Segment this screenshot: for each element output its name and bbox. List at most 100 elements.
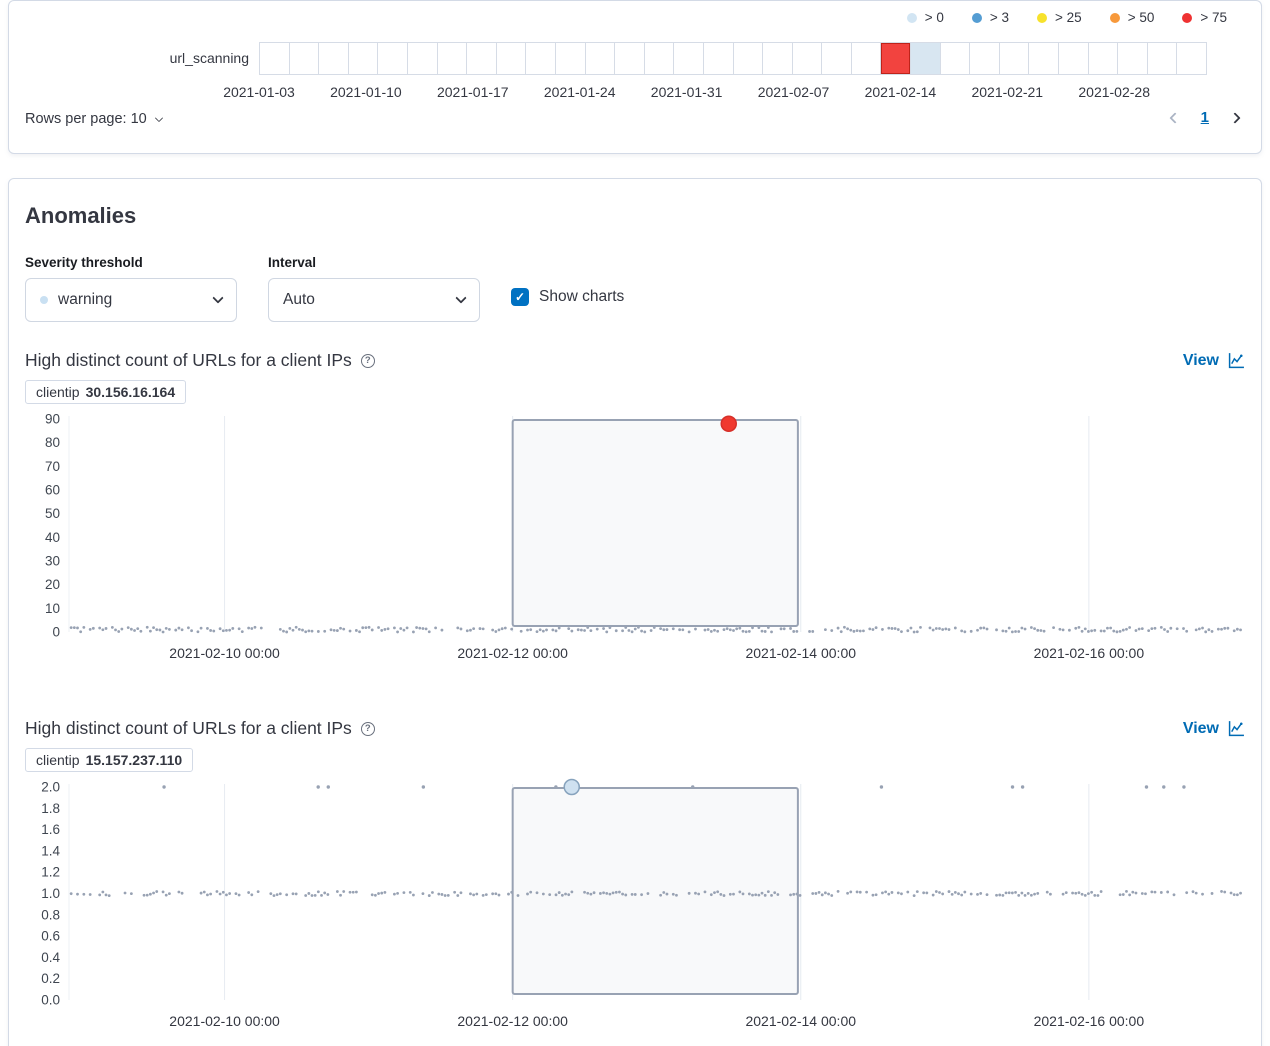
swimlane-cell[interactable] bbox=[586, 43, 616, 74]
swimlane-cell[interactable] bbox=[497, 43, 527, 74]
controls-row: Severity threshold warning Interval Auto… bbox=[25, 255, 1245, 322]
svg-text:2021-02-14 00:00: 2021-02-14 00:00 bbox=[745, 645, 856, 661]
svg-text:40: 40 bbox=[45, 530, 60, 545]
interval-select[interactable]: Auto bbox=[268, 278, 480, 322]
swimlane-cell[interactable] bbox=[1148, 43, 1178, 74]
svg-text:0.6: 0.6 bbox=[41, 929, 60, 944]
chevron-down-icon bbox=[154, 113, 163, 122]
swimlane-cell[interactable] bbox=[615, 43, 645, 74]
swimlane-cell[interactable] bbox=[438, 43, 468, 74]
swimlane-cell[interactable] bbox=[556, 43, 586, 74]
swimlane-axis-label: 2021-02-07 bbox=[757, 84, 830, 100]
swimlane-cell[interactable] bbox=[822, 43, 852, 74]
svg-text:2021-02-16 00:00: 2021-02-16 00:00 bbox=[1034, 645, 1145, 661]
help-icon[interactable]: ? bbox=[360, 353, 375, 368]
svg-text:0.0: 0.0 bbox=[41, 993, 60, 1008]
svg-text:0.8: 0.8 bbox=[41, 907, 60, 922]
swimlane-axis-label: 2021-02-14 bbox=[864, 84, 937, 100]
swimlane-cell[interactable] bbox=[319, 43, 349, 74]
svg-text:2021-02-10 00:00: 2021-02-10 00:00 bbox=[169, 645, 280, 661]
legend-dot-icon bbox=[971, 12, 982, 23]
legend-dot-icon bbox=[1109, 12, 1120, 23]
swimlane-cell[interactable] bbox=[349, 43, 379, 74]
swimlane-cell[interactable] bbox=[763, 43, 793, 74]
chevron-down-icon bbox=[212, 292, 224, 304]
swimlane-cell[interactable] bbox=[1177, 43, 1206, 74]
rows-per-page-button[interactable]: Rows per page: 10 bbox=[25, 111, 163, 127]
chart-title-text: High distinct count of URLs for a client… bbox=[25, 718, 352, 738]
interval-label: Interval bbox=[268, 255, 317, 270]
pagination: 1 bbox=[1168, 109, 1241, 126]
chart-section: High distinct count of URLs for a client… bbox=[25, 350, 1245, 664]
svg-text:0.2: 0.2 bbox=[41, 971, 60, 986]
svg-text:1.8: 1.8 bbox=[41, 801, 60, 816]
chart-title-text: High distinct count of URLs for a client… bbox=[25, 350, 352, 370]
swimlane-cell[interactable] bbox=[704, 43, 734, 74]
chart-line-icon bbox=[1228, 721, 1244, 737]
swimlane-cell[interactable] bbox=[1089, 43, 1119, 74]
swimlane-cell[interactable] bbox=[911, 43, 941, 74]
legend-label: > 0 bbox=[924, 10, 944, 25]
anomaly-chart-1[interactable]: 2021-02-10 00:00 2021-02-12 00:00 2021-02-… bbox=[25, 778, 1247, 1032]
anomaly-chart-0[interactable]: 2021-02-10 00:00 2021-02-12 00:00 2021-02-… bbox=[25, 412, 1247, 664]
svg-text:1.6: 1.6 bbox=[41, 822, 60, 837]
chevron-left-icon[interactable] bbox=[1168, 111, 1181, 124]
swimlane-cell[interactable] bbox=[941, 43, 971, 74]
swimlane-cell[interactable] bbox=[1029, 43, 1060, 74]
swimlane-cell[interactable] bbox=[378, 43, 408, 74]
svg-text:2021-02-10 00:00: 2021-02-10 00:00 bbox=[169, 1013, 280, 1029]
swimlane-cell[interactable] bbox=[1118, 43, 1148, 74]
swimlane-cell[interactable] bbox=[970, 43, 1000, 74]
swimlane-cell[interactable] bbox=[408, 43, 438, 74]
swimlane-axis-label: 2021-01-24 bbox=[543, 84, 616, 100]
legend-label: > 75 bbox=[1200, 10, 1227, 25]
anomalies-title: Anomalies bbox=[25, 203, 137, 228]
view-label: View bbox=[1182, 719, 1219, 737]
swimlane-cell[interactable] bbox=[290, 43, 320, 74]
svg-text:2021-02-16 00:00: 2021-02-16 00:00 bbox=[1034, 1013, 1145, 1029]
swimlane-cell[interactable] bbox=[881, 43, 912, 74]
view-button[interactable]: View bbox=[1183, 352, 1245, 370]
swimlane-axis: 2021-01-03 2021-01-10 2021-01-17 2021-01-24… bbox=[223, 84, 1207, 102]
swimlane-cell[interactable] bbox=[852, 43, 882, 74]
swimlane-cell[interactable] bbox=[1059, 43, 1089, 74]
swimlane-cell[interactable] bbox=[1000, 43, 1030, 74]
checkbox-check-icon: ✓ bbox=[511, 288, 529, 306]
chart-line-icon bbox=[1228, 353, 1244, 369]
swimlane-row-label: url_scanning bbox=[169, 50, 249, 66]
badge-value: 15.157.237.110 bbox=[85, 752, 183, 768]
legend-item: > 0 bbox=[906, 10, 944, 25]
swimlane-axis-label: 2021-02-21 bbox=[971, 84, 1044, 100]
view-button[interactable]: View bbox=[1183, 720, 1245, 738]
svg-text:2021-02-12 00:00: 2021-02-12 00:00 bbox=[457, 1013, 568, 1029]
severity-select[interactable]: warning bbox=[25, 278, 237, 322]
swimlane-cell[interactable] bbox=[674, 43, 704, 74]
legend-label: > 25 bbox=[1055, 10, 1082, 25]
swimlane-cell[interactable] bbox=[793, 43, 823, 74]
badge-field: clientip bbox=[36, 752, 80, 768]
swimlane-cell[interactable] bbox=[260, 43, 290, 74]
view-label: View bbox=[1182, 351, 1219, 369]
chevron-right-icon[interactable] bbox=[1229, 111, 1241, 124]
svg-text:90: 90 bbox=[45, 412, 60, 427]
interval-control: Interval Auto bbox=[268, 255, 480, 322]
svg-text:60: 60 bbox=[45, 483, 60, 498]
interval-select-value: Auto bbox=[283, 291, 315, 308]
help-icon[interactable]: ? bbox=[360, 721, 375, 736]
swimlane-cells bbox=[259, 42, 1207, 75]
severity-threshold-label: Severity threshold bbox=[25, 255, 143, 270]
swimlane-cell[interactable] bbox=[467, 43, 497, 74]
svg-text:0: 0 bbox=[52, 625, 60, 640]
badge-field: clientip bbox=[36, 384, 80, 400]
severity-legend: > 0 > 3 > 25 > 50 > 75 bbox=[906, 10, 1227, 25]
show-charts-checkbox[interactable]: ✓ Show charts bbox=[511, 255, 624, 306]
swimlane-cell[interactable] bbox=[645, 43, 675, 74]
svg-text:70: 70 bbox=[45, 459, 60, 474]
swimlane-cell[interactable] bbox=[734, 43, 764, 74]
chevron-down-icon bbox=[455, 292, 467, 304]
swimlane-cell[interactable] bbox=[526, 43, 556, 74]
page-number-button[interactable]: 1 bbox=[1200, 109, 1209, 126]
svg-text:1.2: 1.2 bbox=[41, 865, 60, 880]
legend-item: > 25 bbox=[1037, 10, 1082, 25]
severity-select-value: warning bbox=[58, 291, 113, 308]
